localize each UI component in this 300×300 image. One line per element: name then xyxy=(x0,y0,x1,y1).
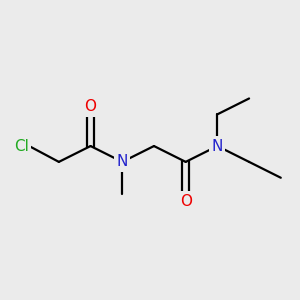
Text: O: O xyxy=(180,194,192,208)
Text: Cl: Cl xyxy=(14,139,29,154)
Text: N: N xyxy=(212,139,223,154)
Text: O: O xyxy=(85,99,97,114)
Text: N: N xyxy=(117,154,128,169)
